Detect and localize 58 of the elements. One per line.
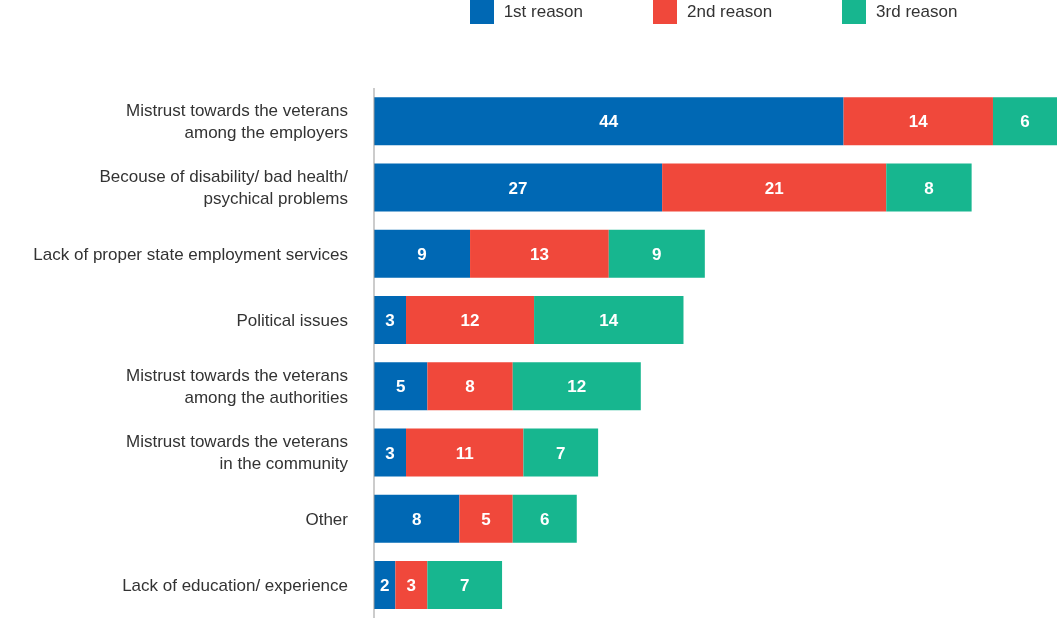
bar (374, 494, 460, 543)
y-tick-label: Other (305, 509, 349, 529)
bar (406, 296, 535, 345)
data-label: 8 (465, 377, 475, 397)
y-tick-label: Political issues (236, 310, 348, 330)
bar (886, 163, 972, 212)
data-label: 27 (508, 178, 528, 198)
bar (992, 97, 1057, 146)
data-label: 6 (540, 509, 550, 529)
y-tick-label: Mistrust towards the veterans among the authorities (125, 365, 348, 407)
bar (374, 428, 407, 477)
legend-label: 3rd reason (876, 2, 958, 22)
legend-label: 2nd reason (687, 2, 773, 22)
y-tick-label: Becouse of disability/ bad health/ psychical problems (99, 166, 349, 208)
bar (534, 296, 684, 345)
bar (374, 163, 663, 212)
data-label: 9 (417, 244, 427, 264)
data-label: 11 (455, 443, 474, 463)
data-label: 2 (379, 576, 390, 596)
bar (374, 362, 428, 411)
bar (512, 494, 577, 543)
bar (395, 561, 428, 610)
bar (406, 428, 524, 477)
legend-label: 1st reason (503, 2, 584, 22)
data-label: 44 (599, 112, 619, 132)
data-label: 5 (481, 509, 491, 529)
bar (459, 494, 513, 543)
data-label: 8 (924, 178, 934, 198)
bar (523, 428, 599, 477)
bar (427, 561, 503, 610)
data-label: 12 (567, 377, 587, 397)
bar (374, 229, 471, 278)
data-label: 3 (385, 311, 395, 331)
data-label: 5 (395, 377, 406, 397)
data-label: 13 (529, 244, 549, 264)
data-label: 7 (556, 443, 566, 463)
bar (427, 362, 513, 411)
data-label: 3 (385, 443, 395, 463)
data-label: 14 (599, 311, 619, 331)
data-label: 8 (411, 509, 422, 529)
y-tick-label: Lack of proper state employment services (33, 244, 348, 264)
bar (662, 163, 887, 212)
data-label: 14 (908, 112, 929, 132)
bar (374, 296, 407, 345)
data-label: 21 (764, 178, 784, 198)
y-tick-label: Mistrust towards the veterans among the employers (125, 100, 348, 142)
bar (512, 362, 641, 411)
y-tick-label: Mistrust towards the veterans in the community (125, 431, 349, 473)
bar (608, 229, 705, 278)
bar (374, 97, 844, 146)
data-label: 9 (652, 244, 662, 264)
data-label: 6 (1020, 112, 1030, 132)
bar (470, 229, 609, 278)
data-label: 3 (406, 576, 417, 596)
data-label: 12 (460, 311, 480, 331)
data-label: 7 (459, 576, 470, 596)
y-tick-label: Lack of education/ experience (122, 575, 348, 595)
bar (843, 97, 993, 146)
